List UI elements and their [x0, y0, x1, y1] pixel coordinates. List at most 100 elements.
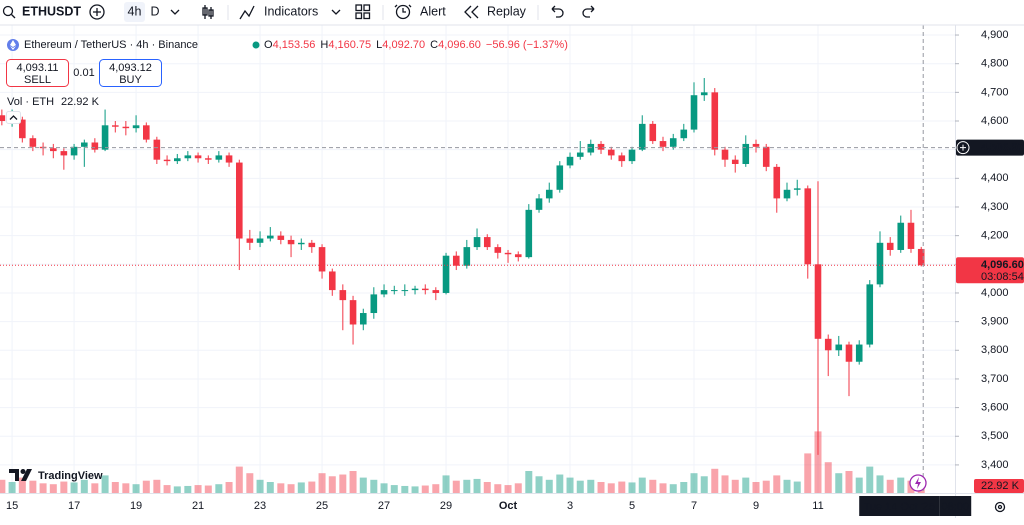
volume-bar — [742, 477, 750, 493]
indicators-menu[interactable] — [331, 9, 341, 15]
replay-button[interactable]: Replay — [464, 4, 527, 19]
volume-bar — [721, 475, 729, 493]
volume-bar — [246, 473, 254, 493]
candle-body — [463, 247, 471, 266]
sell-box — [6, 59, 69, 87]
y-tick-label: 4,600 — [981, 115, 1009, 127]
toolbar-bg — [0, 0, 1024, 25]
logo: TradingView — [9, 469, 103, 482]
symbol-search[interactable]: ETHUSDT — [2, 4, 82, 19]
candle-body — [473, 237, 481, 248]
volume-bar — [473, 478, 481, 493]
y-tick-label: 4,700 — [981, 86, 1009, 98]
volume-bar — [576, 480, 584, 493]
logo-mark — [20, 469, 26, 474]
x-tick-label: Oct — [499, 500, 518, 512]
volume-bar — [8, 482, 16, 493]
candle-body — [711, 92, 719, 150]
logo-mark — [21, 469, 32, 481]
candle-body — [742, 143, 750, 164]
volume-bar — [711, 468, 719, 493]
volume-bar — [535, 476, 543, 493]
candle-body — [525, 209, 533, 258]
grid-icon — [355, 4, 363, 12]
volume-bar — [318, 473, 326, 493]
layouts-button[interactable] — [355, 4, 371, 20]
volume-bar — [731, 479, 739, 493]
volume-bar — [60, 481, 68, 493]
candle-body — [390, 290, 398, 292]
volume-bar — [328, 476, 336, 493]
replay-icon — [464, 5, 479, 19]
candle-body — [917, 248, 925, 266]
candle-body — [659, 141, 667, 147]
sell-button[interactable]: 4,093.11 SELL — [6, 59, 69, 87]
crosshair-date-box — [859, 496, 940, 516]
buy-label: BUY — [119, 74, 142, 86]
alert-button[interactable]: Alert — [394, 4, 446, 20]
candle-body — [277, 235, 285, 240]
volume-bar — [824, 462, 832, 493]
volume-bar — [370, 479, 378, 493]
redo-button[interactable] — [582, 5, 595, 18]
legend-title: Ethereum / TetherUS · 4h · Binance — [24, 39, 198, 51]
candle-body — [266, 235, 274, 239]
lightning-icon — [915, 477, 921, 489]
indicators-button[interactable]: Indicators — [239, 4, 318, 20]
y-tick-label: 4,400 — [981, 172, 1009, 184]
x-tick-label: 29 — [440, 500, 452, 512]
candle-body — [566, 156, 574, 166]
volume-bar — [607, 483, 615, 493]
y-tick-label: 3,600 — [981, 402, 1009, 414]
candle-icon — [208, 9, 214, 17]
buy-price: 4,093.12 — [109, 62, 152, 74]
candle-body — [432, 290, 440, 293]
volume-bar — [0, 479, 6, 493]
crosshair-time: 08:00 — [941, 501, 969, 513]
volume-bar — [504, 485, 512, 493]
x-tick-label: 11 — [812, 500, 823, 512]
candle-body — [349, 300, 357, 325]
candle-body — [721, 149, 729, 160]
buy-button[interactable]: 4,093.12 BUY — [99, 59, 162, 87]
volume-bar — [587, 479, 595, 493]
candle-body — [587, 143, 595, 153]
candle-body — [143, 125, 150, 140]
candle-body — [184, 155, 192, 159]
undo-button[interactable] — [551, 5, 564, 18]
collapse-button[interactable] — [6, 111, 21, 124]
y-tick-label: 4,200 — [981, 230, 1009, 242]
search-icon — [2, 5, 14, 17]
ohlc-key: O — [264, 39, 273, 51]
candle-body — [762, 146, 770, 167]
interval-button[interactable]: 4h — [128, 4, 142, 18]
x-tick-label: 5 — [629, 500, 635, 512]
candle-body — [556, 165, 564, 190]
volume-bar — [752, 482, 760, 493]
volume-bar — [566, 477, 574, 493]
candle-body — [783, 189, 791, 199]
volume-bar — [442, 475, 450, 493]
y-tick-label: 3,400 — [981, 459, 1009, 471]
candle-body — [576, 152, 584, 157]
candle-icon — [202, 7, 208, 16]
chart-type-button[interactable] — [202, 5, 214, 19]
candle-body — [328, 271, 336, 291]
lightning-button[interactable] — [909, 474, 927, 492]
volume-bar — [215, 484, 223, 493]
volume-bar — [690, 473, 698, 493]
interval-button[interactable]: D — [150, 4, 159, 18]
compare-button[interactable] — [89, 4, 105, 20]
sell-price: 4,093.11 — [16, 62, 58, 74]
replay-label: Replay — [487, 4, 527, 18]
volume-bar — [163, 485, 171, 493]
volume-bar — [339, 474, 347, 493]
candle-body — [669, 138, 677, 147]
price-label-box — [956, 257, 1024, 284]
interval-menu[interactable] — [170, 9, 180, 15]
volume-bar — [80, 479, 88, 493]
gear-icon — [997, 504, 1003, 510]
volume-bar — [29, 480, 37, 493]
settings-button[interactable] — [994, 501, 1006, 513]
volume-bar — [142, 480, 150, 493]
